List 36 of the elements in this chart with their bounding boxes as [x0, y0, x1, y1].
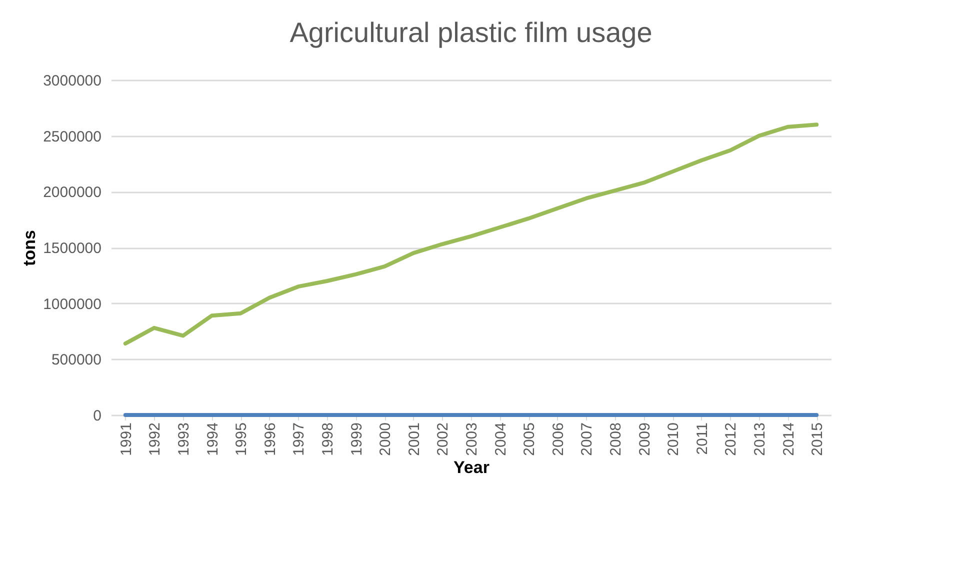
y-tick-label: 1000000 [43, 296, 102, 313]
y-tick-label: 2500000 [43, 128, 102, 146]
x-tick-label: 2005 [521, 422, 538, 456]
y-tick-label: 500000 [51, 352, 102, 369]
x-tick-label: 2003 [464, 422, 480, 456]
x-tick-label: 2000 [377, 422, 394, 456]
x-tick-label: 2011 [694, 422, 711, 455]
x-tick-label: 1994 [204, 422, 222, 456]
x-tick-label: 2012 [722, 422, 740, 456]
x-tick-label: 1999 [348, 422, 366, 456]
x-tick-label: 1992 [146, 422, 164, 456]
x-tick-label: 1991 [118, 422, 135, 456]
x-tick-label: 2002 [434, 422, 452, 456]
x-axis-title: Year [454, 458, 490, 477]
x-tick-label: 1997 [290, 422, 308, 456]
x-tick-label: 2008 [608, 422, 624, 456]
x-tick-label: 2013 [752, 422, 768, 456]
x-tick-label: 2006 [550, 422, 567, 456]
x-tick-label: 2014 [780, 422, 798, 456]
y-tick-label: 0 [93, 408, 102, 424]
x-tick-label: 1995 [233, 422, 250, 456]
x-tick-label: 2001 [406, 422, 423, 456]
x-tick-label: 2009 [636, 422, 654, 456]
x-tick-label: 2015 [809, 422, 826, 456]
y-tick-label: 2000000 [43, 184, 102, 202]
line-series [123, 122, 819, 346]
x-tick-label: 1996 [262, 422, 279, 456]
x-tick-label: 1998 [320, 422, 336, 456]
x-tick-label: 2007 [578, 422, 596, 456]
chart-title: Agricultural plastic film usage [290, 17, 652, 48]
x-tick-label: 2010 [665, 422, 682, 456]
y-axis-title: tons [20, 230, 40, 266]
y-tick-label: 1500000 [43, 240, 102, 257]
x-tick-label: 1993 [176, 422, 192, 456]
x-tick-label: 2004 [492, 422, 510, 456]
y-tick-label: 3000000 [43, 72, 102, 90]
